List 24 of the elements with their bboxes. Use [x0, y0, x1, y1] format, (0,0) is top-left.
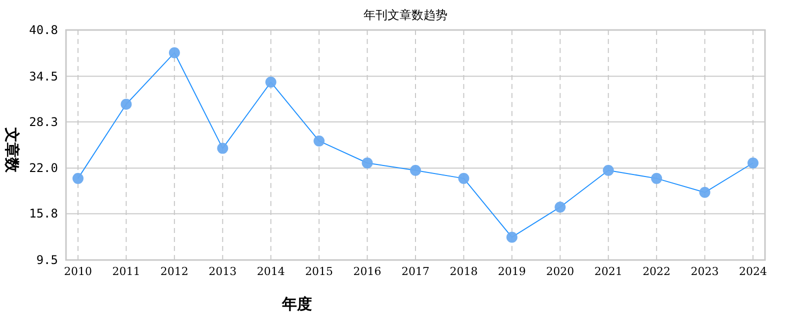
x-tick-label: 2015 [305, 265, 334, 278]
y-tick-label: 9.5 [36, 253, 58, 267]
x-tick-label: 2016 [353, 265, 382, 278]
x-tick-label: 2014 [256, 265, 285, 278]
y-axis-title: 文章数 [3, 126, 21, 174]
x-tick-label: 2020 [546, 265, 574, 278]
x-tick-label: 2024 [739, 265, 767, 278]
x-tick-label: 2019 [498, 265, 526, 278]
x-tick-label: 2023 [690, 265, 719, 278]
x-tick-label: 2012 [160, 265, 188, 278]
x-tick-label: 2018 [450, 265, 478, 278]
y-tick-label: 34.5 [29, 69, 58, 84]
x-axis-title: 年度 [281, 295, 312, 313]
x-tick-label: 2010 [64, 265, 92, 278]
x-tick-label: 2011 [112, 265, 140, 278]
x-tick-label: 2022 [642, 265, 671, 278]
x-tick-label: 2017 [402, 265, 430, 278]
x-tick-label: 2021 [594, 265, 622, 278]
y-tick-label: 15.8 [29, 206, 58, 221]
y-tick-label: 22.0 [29, 161, 58, 176]
y-tick-label: 28.3 [29, 114, 58, 129]
chart-title: 年刊文章数趋势 [364, 8, 448, 22]
y-tick-label: 40.8 [29, 23, 58, 37]
x-tick-label: 2013 [208, 265, 237, 278]
